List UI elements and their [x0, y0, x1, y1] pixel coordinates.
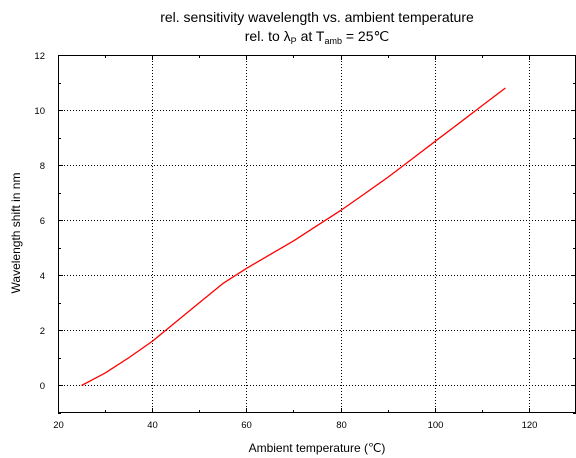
subtitle-lambda: λ — [284, 28, 291, 44]
grid-lines — [58, 55, 576, 413]
subtitle-middle: at T — [297, 28, 325, 44]
axis-ticks — [58, 55, 576, 414]
y-tick-label: 6 — [40, 216, 45, 227]
y-tick-label: 4 — [40, 271, 45, 282]
chart-title: rel. sensitivity wavelength vs. ambient … — [160, 9, 474, 25]
y-tick-label: 10 — [34, 106, 45, 117]
series-line — [81, 87, 506, 387]
y-tick-label: 0 — [40, 381, 45, 392]
series-layer — [81, 87, 506, 387]
x-tick-label: 100 — [428, 420, 444, 431]
y-axis-label: Wavelength shift in nm — [9, 173, 23, 294]
x-tick-label: 20 — [53, 420, 64, 431]
x-axis-label: Ambient temperature (℃) — [249, 441, 386, 455]
y-tick-label: 12 — [34, 51, 45, 62]
y-tick-label: 2 — [40, 326, 45, 337]
subtitle-suffix: = 25℃ — [342, 28, 389, 44]
subtitle-lambda-sub: P — [291, 36, 297, 46]
subtitle-t-sub: amb — [324, 36, 342, 46]
x-tick-label: 80 — [336, 420, 347, 431]
x-tick-label: 60 — [241, 420, 252, 431]
x-tick-label: 40 — [147, 420, 158, 431]
chart-subtitle: rel. to λP at Tamb = 25℃ — [245, 28, 389, 46]
tick-labels: 20 40 60 80 100 120 0 2 4 6 8 10 12 — [34, 51, 537, 431]
x-tick-label: 120 — [522, 420, 538, 431]
subtitle-prefix: rel. to — [245, 28, 284, 44]
y-tick-label: 8 — [40, 161, 45, 172]
plot-frame — [58, 55, 576, 413]
